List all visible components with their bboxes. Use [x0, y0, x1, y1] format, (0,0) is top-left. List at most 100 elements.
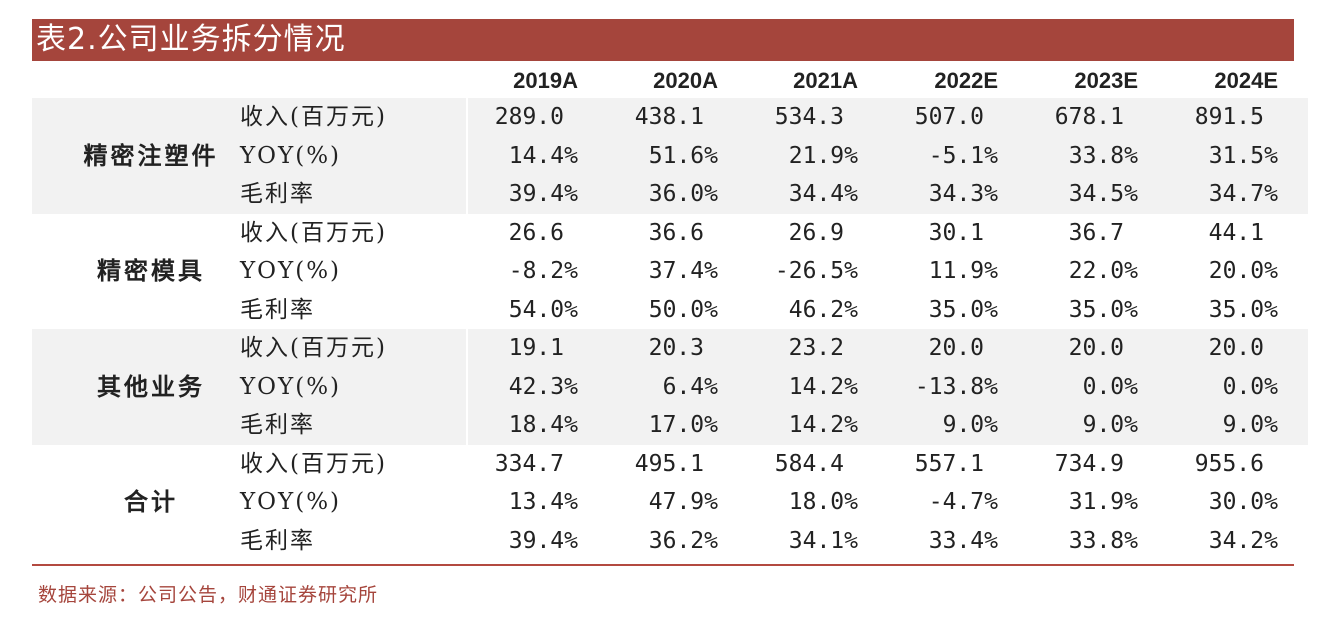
metric-label: YOY(%): [240, 367, 466, 406]
value-cell: 289.0: [468, 98, 608, 137]
table-title: 表2.公司业务拆分情况: [32, 19, 1294, 61]
value-cell: 6.4%: [608, 367, 748, 406]
table-row: 毛利率 18.4% 17.0% 14.2% 9.0% 9.0% 9.0%: [32, 406, 1308, 445]
value-cell: -5.1%: [888, 136, 1028, 175]
table-row: YOY(%) -8.2% 37.4% -26.5% 11.9% 22.0% 20.0%: [32, 252, 1308, 291]
value-cell: 557.1: [914, 450, 984, 477]
value-cell: 42.3%: [468, 367, 608, 406]
value-cell: 11.9%: [928, 258, 998, 285]
value-cell: 39.4%: [468, 175, 608, 214]
value-cell: 33.4%: [928, 527, 998, 554]
value-cell: 44.1: [1208, 219, 1264, 246]
value-cell: 13.4%: [508, 489, 578, 516]
value-cell: 20.0: [1168, 329, 1308, 368]
metric-label: 毛利率: [240, 406, 466, 445]
value-cell: 19.1: [468, 329, 608, 368]
value-cell: 26.6: [508, 219, 564, 246]
value-cell: 20.0: [1028, 329, 1168, 368]
year-header: 2022E: [934, 67, 998, 93]
value-cell: 47.9%: [648, 489, 718, 516]
value-cell: 0.0%: [1168, 367, 1308, 406]
value-cell: 46.2%: [788, 296, 858, 323]
value-cell: 30.0%: [1208, 489, 1278, 516]
value-cell: 54.0%: [508, 296, 578, 323]
value-cell: 21.9%: [748, 136, 888, 175]
value-cell: 36.7: [1068, 219, 1124, 246]
value-cell: 34.2%: [1208, 527, 1278, 554]
value-cell: 534.3: [748, 98, 888, 137]
value-cell: 30.1: [928, 219, 984, 246]
value-cell: 22.0%: [1068, 258, 1138, 285]
segment-label: 精密注塑件: [32, 98, 242, 214]
value-cell: 35.0%: [1208, 296, 1278, 323]
value-cell: 31.9%: [1068, 489, 1138, 516]
value-cell: 18.4%: [468, 406, 608, 445]
value-cell: 34.7%: [1168, 175, 1308, 214]
table-row: 毛利率 39.4% 36.0% 34.4% 34.3% 34.5% 34.7%: [32, 175, 1308, 214]
value-cell: 33.8%: [1068, 527, 1138, 554]
value-cell: 9.0%: [1028, 406, 1168, 445]
metric-label: YOY(%): [240, 136, 466, 175]
metric-label: 毛利率: [240, 527, 315, 554]
value-cell: 334.7: [494, 450, 564, 477]
header-blank: [32, 63, 242, 98]
segment-label: 其他业务: [32, 329, 242, 445]
value-cell: 734.9: [1054, 450, 1124, 477]
value-cell: 20.3: [608, 329, 748, 368]
value-cell: 20.0%: [1208, 258, 1278, 285]
value-cell: 20.0: [888, 329, 1028, 368]
value-cell: -4.7%: [928, 489, 998, 516]
value-cell: 9.0%: [1168, 406, 1308, 445]
metric-label: 毛利率: [240, 175, 466, 214]
value-cell: 35.0%: [1068, 296, 1138, 323]
value-cell: 0.0%: [1028, 367, 1168, 406]
value-cell: 17.0%: [608, 406, 748, 445]
metric-label: YOY(%): [240, 489, 342, 516]
year-header: 2023E: [1074, 67, 1138, 93]
value-cell: 34.5%: [1028, 175, 1168, 214]
metric-label: 毛利率: [240, 296, 315, 323]
metric-label: 收入(百万元): [240, 450, 387, 477]
value-cell: 36.6: [648, 219, 704, 246]
value-cell: 507.0: [888, 98, 1028, 137]
value-cell: 23.2: [748, 329, 888, 368]
segment-label: 合计: [124, 487, 178, 517]
value-cell: -13.8%: [888, 367, 1028, 406]
metric-label: 收入(百万元): [240, 329, 466, 368]
value-cell: 50.0%: [648, 296, 718, 323]
year-header: 2021A: [793, 67, 858, 93]
data-table: 2019A 2020A 2021A 2022E 2023E 2024E 精密注塑…: [32, 63, 1308, 560]
metric-label: 收入(百万元): [240, 98, 466, 137]
value-cell: 37.4%: [648, 258, 718, 285]
value-cell: 14.4%: [468, 136, 608, 175]
table-row: 毛利率 39.4% 36.2% 34.1% 33.4% 33.8% 34.2%: [32, 522, 1308, 561]
metric-label: YOY(%): [240, 258, 342, 285]
value-cell: 36.0%: [608, 175, 748, 214]
table-row: 毛利率 54.0% 50.0% 46.2% 35.0% 35.0% 35.0%: [32, 291, 1308, 330]
value-cell: -8.2%: [508, 258, 578, 285]
table-row: YOY(%) 13.4% 47.9% 18.0% -4.7% 31.9% 30.0%: [32, 483, 1308, 522]
source-note: 数据来源：公司公告，财通证券研究所: [38, 584, 379, 606]
table-bottom-rule: [32, 564, 1294, 566]
value-cell: 891.5: [1168, 98, 1308, 137]
value-cell: -26.5%: [774, 258, 858, 285]
value-cell: 36.2%: [648, 527, 718, 554]
segment-label: 精密模具: [97, 256, 205, 286]
value-cell: 31.5%: [1168, 136, 1308, 175]
value-cell: 18.0%: [788, 489, 858, 516]
value-cell: 14.2%: [748, 367, 888, 406]
table-row: 合计 收入(百万元) 334.7 495.1 584.4 557.1 734.9 955.6: [32, 445, 1308, 517]
value-cell: 34.4%: [748, 175, 888, 214]
value-cell: 9.0%: [888, 406, 1028, 445]
value-cell: 39.4%: [508, 527, 578, 554]
table-row: 精密注塑件 收入(百万元) 289.0 438.1 534.3 507.0 678.1 891…: [32, 98, 1308, 214]
table-row: 其他业务 收入(百万元) 19.1 20.3 23.2 20.0 20.0 20.0: [32, 329, 1308, 445]
value-cell: 678.1: [1028, 98, 1168, 137]
table-row: 精密模具 收入(百万元) 26.6 36.6 26.9 30.1 36.7 44.1: [32, 214, 1308, 286]
year-header: 2019A: [513, 67, 578, 93]
value-cell: 955.6: [1194, 450, 1264, 477]
header-blank: [242, 63, 468, 98]
value-cell: 34.3%: [888, 175, 1028, 214]
value-cell: 26.9: [788, 219, 844, 246]
metric-label: 收入(百万元): [240, 219, 387, 246]
